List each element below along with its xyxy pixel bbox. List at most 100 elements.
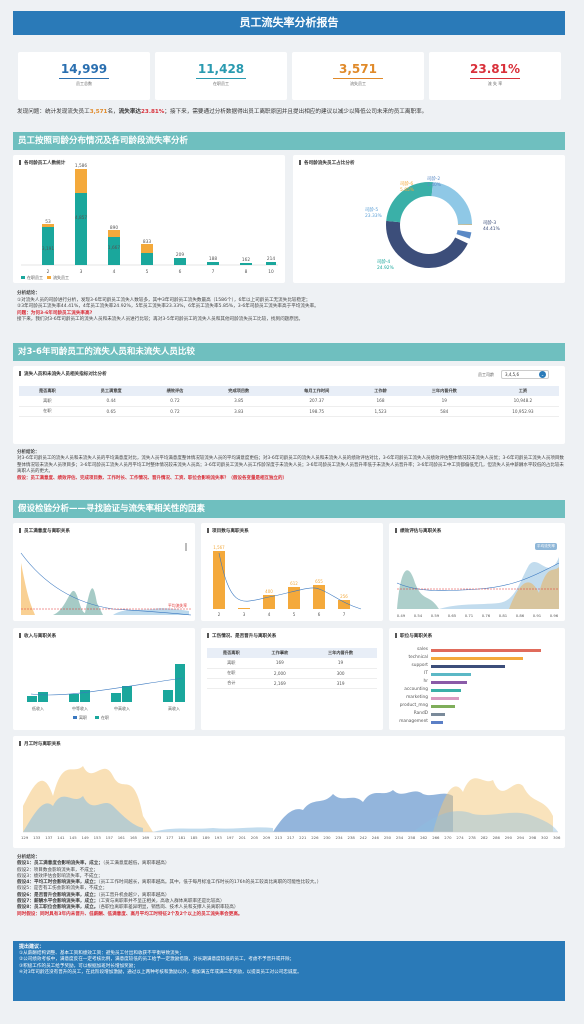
table-cell: 168	[359, 396, 402, 407]
section-tenure-title: 员工按照司龄分布情况及各司龄段流失率分析	[13, 132, 565, 150]
chart-title: 收入与离职关系	[19, 633, 56, 639]
suggestions-panel: 提出建议： ①从薪酬结构调整、基本工资和绩效工资：避免员工付出和收获不平衡导致流…	[13, 941, 565, 1001]
finding-rate-label: 流失率达	[118, 109, 142, 115]
chart-title: 各司龄流失员工占比分析	[299, 160, 355, 166]
tenure-filter-select[interactable]: 3,4,5,6 ⌄	[501, 370, 549, 379]
job-label: accounting	[404, 687, 428, 692]
slice-label: 1.40%	[427, 182, 441, 188]
col-header: 完成项目数	[203, 386, 275, 396]
x-tick: 4	[113, 269, 116, 275]
table-row: 合计 2,169 319	[207, 678, 377, 689]
x-tick: 高收入	[168, 705, 180, 711]
x-tick: 189	[202, 835, 210, 840]
kpi-label: 流失员工	[350, 81, 366, 86]
bar-label: 256	[340, 594, 348, 599]
x-tick: 181	[178, 835, 186, 840]
x-tick: 250	[383, 835, 392, 840]
sec2-analysis: 分析结论： 对3-6年司龄员工的流失人员和未流失人员的平均满意度对比，流失人员平…	[17, 450, 565, 482]
chart-title: 月工时与离职关系	[19, 741, 61, 747]
x-tick: 298	[528, 835, 537, 840]
kpi-active-employees: 11,428 在职员工	[155, 52, 287, 100]
conclusion-line: 假设1：员工满意度会影响流失率，成立；（员工满意度越低，离职率越高）	[17, 861, 565, 867]
analysis-title: 分析结论：	[17, 855, 40, 860]
final-conclusions: 分析结论： 假设1：员工满意度会影响流失率，成立；（员工满意度越低，离职率越高）…	[17, 855, 565, 918]
analysis-title: 分析结论：	[17, 291, 40, 296]
x-tick: 266	[432, 835, 440, 840]
conclusion-note: （员工满意度越低，离职率越高）	[102, 861, 170, 867]
conclusion-head: 假设1：员工满意度会影响流失率，成立；	[17, 861, 103, 867]
x-tick: 278	[468, 835, 476, 840]
x-tick: 0.65	[448, 613, 457, 618]
chart-satisfaction: 员工满意度与离职关系 平均流失率	[13, 523, 195, 621]
conclusion-line: 假设3：绩效评估会影响流失率，不成立；	[17, 874, 565, 880]
chart-accident-promotion: 工伤情况、是否晋升与离职关系 是否离职 工作事故 三年内晋升数 离职 169 19 …	[201, 628, 383, 730]
kpi-label: 员工总数	[76, 81, 92, 86]
x-tick: 0.54	[414, 613, 423, 618]
table-row: 在职 2,000 300	[207, 668, 377, 679]
bar-active-5	[141, 253, 153, 265]
x-tick: 153	[93, 835, 101, 840]
conclusion-head: 假设8：员工职位会影响流失率，成立。	[17, 905, 99, 911]
x-tick: 5	[146, 269, 149, 275]
finding-unit: 名，	[107, 109, 119, 115]
chart-title: 员工满意度与离职关系	[19, 528, 70, 534]
bar-active-4	[108, 237, 120, 265]
bar-active-6	[174, 258, 186, 265]
section-compare-title: 对3-6年司龄员工的流失人员和未流失人员比较	[13, 343, 565, 361]
x-tick: 149	[81, 835, 89, 840]
x-tick: 3	[80, 269, 83, 275]
conclusion-final: 同时假设：同时具有3年内未晋升、低薪酬、低满意度、高月平均工时特征2个及2个以上…	[17, 911, 243, 917]
conclusion-head: 假设5：是否有工伤会影响流失率，不成立；	[17, 886, 108, 892]
table-cell: 离职	[19, 396, 76, 407]
job-label: IT	[424, 671, 428, 676]
conclusion-note: （员工工作时间越长，离职率越高。其中，低于每月标准工作时长的176h的员工较高比…	[98, 880, 322, 886]
x-tick: 0.96	[550, 613, 559, 618]
conclusion-line: 假设5：是否有工伤会影响流失率，不成立；	[17, 886, 565, 892]
x-tick: 10	[268, 269, 274, 275]
avg-badge: 平均流失率	[535, 543, 557, 550]
x-tick: 274	[456, 835, 464, 840]
x-tick: 中高收入	[114, 705, 130, 711]
job-label: RandD	[413, 711, 428, 716]
x-tick: 0.81	[499, 613, 508, 618]
table-cell: 0.72	[146, 406, 204, 417]
x-tick: 205	[250, 835, 259, 840]
suggest-line: ②公司绩效考核中，满意度反在一定考核比例，满意度较低的员工给予一定激励措施，对长…	[19, 957, 295, 963]
table-cell: 584	[401, 406, 487, 417]
table-cell: 319	[304, 678, 377, 689]
slice-6y	[386, 182, 472, 268]
table-cell: 300	[304, 668, 377, 679]
col-header: 三年内晋升数	[304, 648, 377, 658]
bar-label: 890	[110, 225, 118, 231]
x-tick: 302	[541, 835, 549, 840]
legend-active: 在职	[101, 715, 109, 720]
income-svg: 低收入 中等收入 中高收入 高收入	[27, 664, 185, 719]
table-cell: 2,000	[255, 668, 305, 679]
table-title: 流失人员和未流失人员相关指标对比分析	[19, 371, 107, 377]
conclusion-head: 假设7：薪酬水平会影响流失率，成立；	[17, 899, 99, 905]
col-header: 工作龄	[359, 386, 402, 396]
table-cell: 198.75	[274, 406, 360, 417]
x-tick: 5	[293, 612, 296, 617]
table-cell: 10,948.2	[486, 396, 559, 407]
bar-active-8	[240, 263, 252, 265]
bar-label: 53	[45, 219, 51, 225]
evaluation-svg: 0.49 0.54 0.59 0.65 0.71 0.76 0.81 0.86 …	[397, 557, 560, 618]
x-tick: 173	[154, 835, 162, 840]
slice-label: 44.41%	[483, 226, 500, 232]
bar	[213, 551, 225, 609]
conclusion-head: 假设2：项目数会影响流失率，不成立；	[17, 867, 99, 873]
filter-label: 员工司龄	[478, 372, 494, 377]
table-cell: 2,169	[255, 678, 305, 689]
chart-tenure-lost-share: 各司龄流失员工占比分析 司龄-3 44.41% 司龄-4 24.92% 司龄-5…	[293, 155, 565, 283]
slice-label: 24.92%	[377, 265, 394, 271]
conclusion-head: 假设6：是否晋升会影响流失率，成立；	[17, 892, 99, 898]
x-tick: 8	[245, 269, 248, 275]
slice-label: 司龄-6	[400, 180, 413, 187]
analysis-next: 接下来，我们对3-6年司龄员工的流失人员和未流失人员进行比较；再对3-5年司龄员…	[17, 317, 304, 323]
x-tick: 246	[371, 835, 379, 840]
chart-job-role: 职位与离职关系 sales technical support IT hr ac…	[389, 628, 565, 730]
x-tick: 262	[420, 835, 428, 840]
bar-lost-4	[108, 230, 120, 237]
chart-evaluation: 绩效评估与离职关系 平均流失率 0.49 0.54 0.59 0.65 0.71…	[389, 523, 565, 621]
